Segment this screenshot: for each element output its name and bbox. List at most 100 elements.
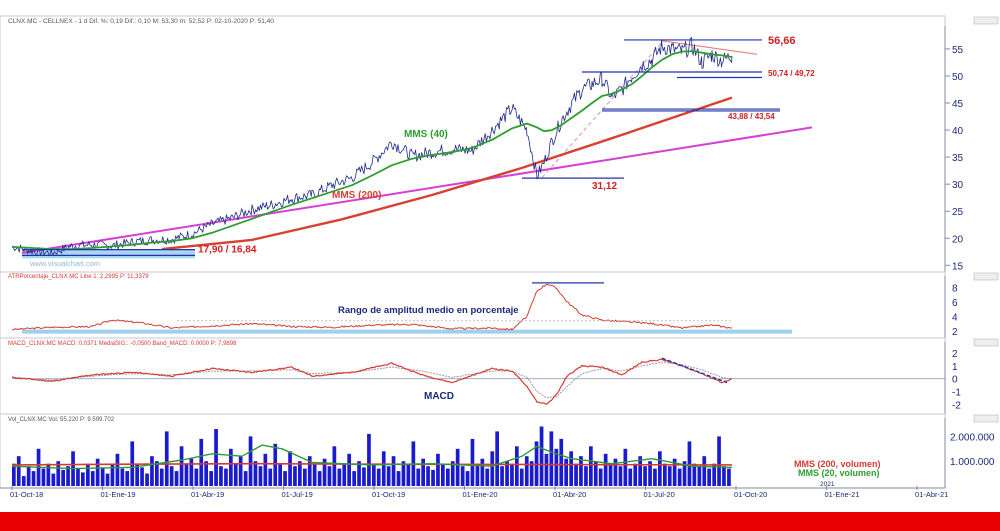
atr-window-controls-box[interactable] bbox=[973, 272, 999, 281]
level-label: 50,74 / 49,72 bbox=[768, 69, 815, 78]
volume-window-controls[interactable] bbox=[973, 414, 999, 423]
price-window-controls[interactable] bbox=[973, 16, 999, 25]
volume-bar bbox=[278, 463, 282, 486]
macd-layer bbox=[11, 357, 945, 405]
volume-bar bbox=[386, 466, 391, 486]
volume-bar bbox=[470, 438, 475, 486]
x-tick-label: 01-Jul-19 bbox=[282, 490, 313, 499]
volume-bar bbox=[372, 463, 376, 486]
volume-bar bbox=[441, 463, 445, 486]
support-band bbox=[22, 249, 195, 259]
macd-tick-label: -2 bbox=[952, 400, 961, 411]
price-tick-label: 55 bbox=[952, 45, 964, 56]
volume-bar bbox=[303, 468, 307, 486]
volume-layer bbox=[11, 426, 733, 486]
volume-bar bbox=[485, 468, 490, 486]
volume-bar bbox=[574, 463, 578, 486]
volume-bar bbox=[515, 446, 519, 486]
volume-bar bbox=[145, 473, 149, 486]
price-window-controls-box[interactable] bbox=[973, 16, 999, 25]
volume-bar bbox=[391, 456, 396, 486]
volume-bar bbox=[357, 461, 361, 486]
volume-bar bbox=[110, 464, 115, 486]
atr-tick-label: 6 bbox=[952, 298, 958, 309]
volume-bar bbox=[268, 468, 273, 486]
volume-bar bbox=[327, 466, 332, 486]
volume-bar bbox=[214, 429, 218, 486]
volume-bar bbox=[529, 461, 534, 486]
volume-bar bbox=[76, 468, 80, 486]
volume-bar bbox=[663, 463, 667, 486]
volume-bar bbox=[194, 468, 199, 486]
atr-window-controls[interactable] bbox=[973, 272, 999, 281]
volume-bar bbox=[376, 468, 381, 486]
volume-bar bbox=[628, 468, 633, 486]
volume-bar bbox=[672, 458, 677, 486]
volume-bar bbox=[332, 446, 337, 486]
volume-bar bbox=[682, 461, 687, 486]
label-mms40: MMS (40) bbox=[404, 129, 448, 140]
footer-bar bbox=[0, 512, 1000, 531]
volume-bar bbox=[51, 473, 56, 486]
x-tick-label: 01-Ene-21 bbox=[825, 490, 860, 499]
volume-bar bbox=[381, 451, 386, 486]
x-tick-label: 01-Oct-20 bbox=[734, 490, 767, 499]
x-tick-label: 01-Abr-21 bbox=[915, 490, 948, 499]
volume-bar bbox=[204, 461, 208, 486]
volume-y-axis: 2.000.000 1.000.000 bbox=[944, 418, 995, 488]
volume-bar bbox=[455, 448, 460, 486]
volume-bar bbox=[263, 453, 268, 486]
volume-window-controls-box[interactable] bbox=[973, 414, 999, 423]
volume-bar bbox=[500, 466, 504, 486]
volume-bar bbox=[426, 466, 430, 486]
x-axis: 01-Oct-18 01-Ene-19 01-Abr-19 01-Jul-19 01-O… bbox=[0, 486, 948, 499]
x-label-year-2021: 2021 bbox=[820, 481, 835, 488]
volume-header: Vol_CLNX.MC Vol: 55.220 P: 9.599.702 bbox=[8, 417, 115, 423]
volume-bar bbox=[224, 468, 228, 486]
volume-bar bbox=[618, 466, 623, 486]
price-layer: 56,66 50,74 / 49,72 43,88 / 43,54 31,12 17,9… bbox=[11, 35, 815, 259]
volume-bar bbox=[554, 448, 559, 486]
volume-bar bbox=[174, 471, 179, 486]
volume-bar bbox=[638, 456, 642, 486]
volume-bar bbox=[687, 441, 692, 486]
volume-bar bbox=[692, 463, 697, 486]
volume-bar bbox=[367, 433, 371, 486]
volume-bar bbox=[559, 438, 564, 486]
atr-header: ATRPorcentaje_CLNX.MC Line 1: 2,2995 P: … bbox=[8, 274, 149, 280]
volume-bar bbox=[81, 472, 85, 486]
volume-bar bbox=[105, 473, 110, 486]
volume-bar bbox=[66, 466, 70, 486]
volume-bar bbox=[584, 466, 588, 486]
volume-bar bbox=[12, 463, 16, 486]
volume-bar bbox=[569, 451, 573, 486]
volume-bar bbox=[722, 466, 726, 486]
macd-tick-label: 0 bbox=[952, 375, 958, 386]
volume-bar bbox=[26, 466, 31, 486]
volume-bar bbox=[401, 461, 406, 486]
volume-bar bbox=[677, 468, 682, 486]
volume-bar bbox=[544, 453, 549, 486]
atr-y-axis: 8 6 4 2 bbox=[944, 276, 958, 338]
volume-bar bbox=[283, 471, 287, 486]
volume-bar bbox=[598, 468, 603, 486]
price-tick-label: 40 bbox=[952, 126, 964, 137]
price-pane: CLNX.MC - CELLNEX - 1 d Dif. %: 0,19 Dif… bbox=[0, 15, 999, 273]
macd-signal-line bbox=[11, 361, 733, 399]
macd-window-controls[interactable] bbox=[973, 338, 999, 347]
volume-bar bbox=[416, 468, 421, 486]
volume-bar bbox=[633, 463, 638, 486]
macd-header: MACD_CLNX.MC MACD: 0,0371 MediaSIG.: -0,… bbox=[8, 341, 237, 347]
volume-bar bbox=[159, 468, 164, 486]
volume-bar bbox=[258, 466, 263, 486]
volume-bar bbox=[248, 436, 253, 486]
macd-tick-label: 1 bbox=[952, 362, 958, 373]
macd-window-controls-box[interactable] bbox=[973, 338, 999, 347]
volume-bar bbox=[233, 463, 238, 486]
volume-bar bbox=[95, 458, 100, 486]
volume-bar bbox=[436, 453, 440, 486]
x-tick-label: 01-Jul-20 bbox=[644, 490, 675, 499]
volume-bar bbox=[150, 456, 154, 486]
atr-band bbox=[22, 329, 792, 334]
